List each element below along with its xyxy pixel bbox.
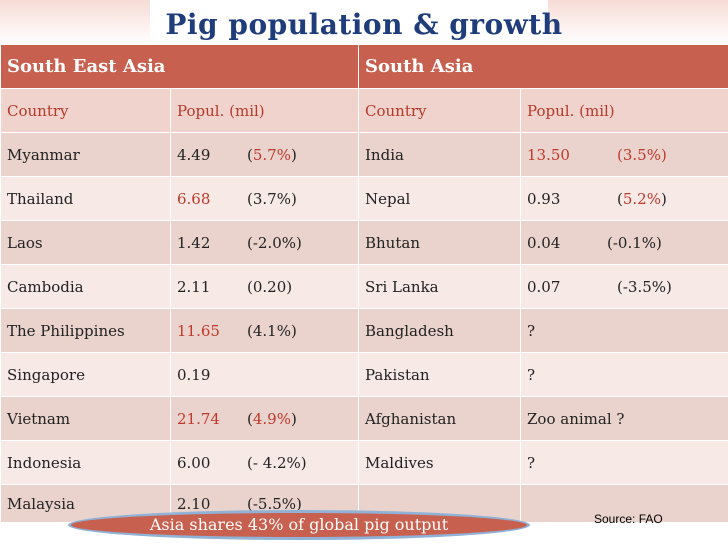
sa-country: Sri Lanka xyxy=(358,264,521,309)
col-country-sa: Country xyxy=(358,88,521,133)
sa-value: 0.07 (-3.5%) xyxy=(520,264,728,309)
region-header-row: South East Asia South Asia xyxy=(0,44,728,89)
sea-value: 2.11 (0.20) xyxy=(170,264,359,309)
sa-country: Pakistan xyxy=(358,352,521,397)
sa-value: Zoo animal ? xyxy=(520,396,728,441)
sea-value: 11.65 (4.1%) xyxy=(170,308,359,353)
source-note: Source: FAO xyxy=(594,512,663,526)
title-accent-right xyxy=(548,0,728,44)
sa-country: India xyxy=(358,132,521,177)
table-row: Vietnam 21.74 (4.9%) Afghanistan Zoo anim… xyxy=(0,396,728,441)
sa-country: Afghanistan xyxy=(358,396,521,441)
sa-value xyxy=(520,484,728,523)
table-row: Thailand 6.68 (3.7%) Nepal 0.93 (5.2%) xyxy=(0,176,728,221)
sa-country: Nepal xyxy=(358,176,521,221)
sea-value: 1.42 (-2.0%) xyxy=(170,220,359,265)
sa-country: Maldives xyxy=(358,440,521,485)
pig-population-table: South East Asia South Asia Country Popul… xyxy=(0,44,728,523)
sea-value: 6.68 (3.7%) xyxy=(170,176,359,221)
sea-country: Thailand xyxy=(0,176,171,221)
sea-value: 6.00 (- 4.2%) xyxy=(170,440,359,485)
sa-country: Bhutan xyxy=(358,220,521,265)
title-bar xyxy=(0,0,728,44)
sea-country: Singapore xyxy=(0,352,171,397)
table-row: Cambodia 2.11 (0.20) Sri Lanka 0.07 (-3.5%… xyxy=(0,264,728,309)
table-row: Singapore 0.19 Pakistan ? xyxy=(0,352,728,397)
sea-value: 4.49 (5.7%) xyxy=(170,132,359,177)
sea-country: Myanmar xyxy=(0,132,171,177)
global-share-callout: Asia shares 43% of global pig output xyxy=(68,510,530,540)
col-popul-sa: Popul. (mil) xyxy=(520,88,728,133)
sa-value: ? xyxy=(520,352,728,397)
header-south-asia: South Asia xyxy=(358,44,728,89)
sa-value: 0.04 (-0.1%) xyxy=(520,220,728,265)
sea-country: Laos xyxy=(0,220,171,265)
sa-value: ? xyxy=(520,440,728,485)
sea-country: Cambodia xyxy=(0,264,171,309)
sea-value: 21.74 (4.9%) xyxy=(170,396,359,441)
table-row: Laos 1.42 (-2.0%) Bhutan 0.04 (-0.1%) xyxy=(0,220,728,265)
column-header-row: Country Popul. (mil) Country Popul. (mil… xyxy=(0,88,728,133)
sea-country: Indonesia xyxy=(0,440,171,485)
sea-country: The Philippines xyxy=(0,308,171,353)
header-south-east-asia: South East Asia xyxy=(0,44,359,89)
sa-value: 0.93 (5.2%) xyxy=(520,176,728,221)
table-row: Malaysia 2.10 (-5.5%) xyxy=(0,484,728,523)
col-popul-sea: Popul. (mil) xyxy=(170,88,359,133)
col-country-sea: Country xyxy=(0,88,171,133)
sea-country: Vietnam xyxy=(0,396,171,441)
sea-value: 0.19 xyxy=(170,352,359,397)
table-row: Myanmar 4.49 (5.7%) India 13.50 (3.5%) xyxy=(0,132,728,177)
title-accent-left xyxy=(0,0,150,44)
table-row: Indonesia 6.00 (- 4.2%) Maldives ? xyxy=(0,440,728,485)
table-row: The Philippines 11.65 (4.1%) Bangladesh ? xyxy=(0,308,728,353)
page-title: Pig population & growth xyxy=(165,8,563,41)
sa-country: Bangladesh xyxy=(358,308,521,353)
sa-value: 13.50 (3.5%) xyxy=(520,132,728,177)
sa-value: ? xyxy=(520,308,728,353)
